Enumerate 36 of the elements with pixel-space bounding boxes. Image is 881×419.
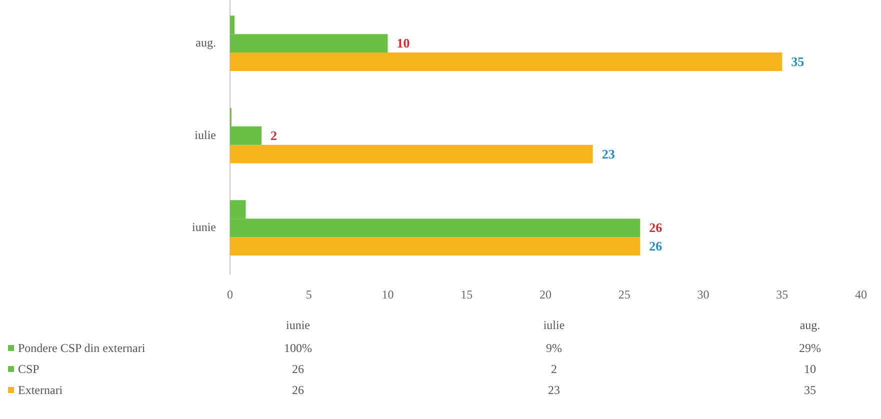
data-label: 2 bbox=[270, 128, 278, 143]
data-label: 9% bbox=[545, 341, 563, 355]
x-tick-label: 10 bbox=[382, 287, 394, 302]
data-label: 29% bbox=[798, 341, 822, 355]
x-tick-label: 25 bbox=[618, 287, 630, 302]
y-tick-label: iunie bbox=[192, 220, 216, 234]
category-label: iunie bbox=[285, 318, 311, 332]
category-label: iulie bbox=[542, 318, 566, 332]
x-tick-label: 20 bbox=[540, 287, 552, 302]
legend-label: CSP bbox=[18, 362, 40, 376]
data-label: 10 bbox=[803, 362, 817, 376]
x-tick-label: 35 bbox=[776, 287, 788, 302]
data-label: 26 bbox=[649, 220, 663, 236]
x-tick-label: 30 bbox=[697, 287, 710, 302]
data-label: 10 bbox=[396, 36, 410, 51]
bar bbox=[230, 52, 782, 72]
y-tick-label: aug. bbox=[196, 35, 216, 50]
data-label: 26 bbox=[649, 238, 663, 254]
legend-label: Externari bbox=[18, 383, 63, 397]
data-label: 2 bbox=[550, 362, 558, 376]
data-label: 35 bbox=[791, 54, 805, 70]
category-label: aug. bbox=[798, 318, 822, 332]
data-label: 35 bbox=[803, 383, 817, 397]
data-label: 23 bbox=[602, 146, 616, 162]
x-tick-label: 15 bbox=[460, 287, 473, 302]
x-tick-label: 5 bbox=[306, 287, 312, 302]
bar bbox=[230, 144, 593, 164]
bar bbox=[230, 237, 640, 256]
y-tick-label: iulie bbox=[194, 128, 216, 142]
legend-label: Pondere CSP din externari bbox=[18, 341, 146, 355]
x-tick-label: 0 bbox=[227, 287, 233, 302]
x-tick-label: 40 bbox=[855, 287, 867, 302]
data-label: 100% bbox=[283, 341, 313, 355]
data-label: 23 bbox=[547, 383, 561, 397]
data-label: 26 bbox=[291, 383, 305, 397]
data-label: 26 bbox=[291, 362, 305, 376]
